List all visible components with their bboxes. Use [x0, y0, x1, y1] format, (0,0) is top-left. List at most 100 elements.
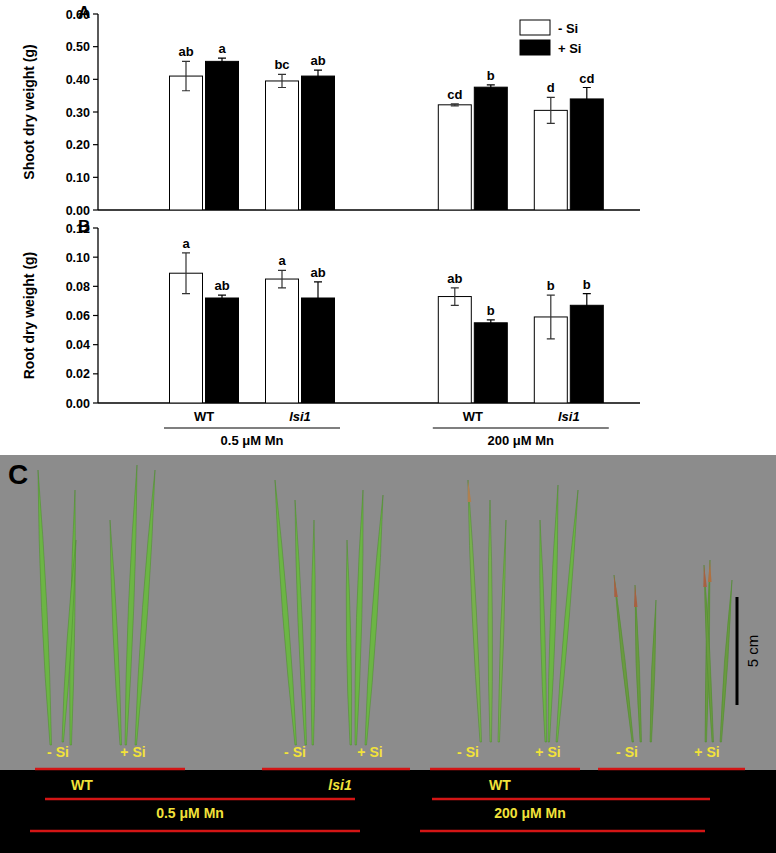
bar: [570, 305, 603, 403]
y-tick: [93, 257, 98, 258]
significance-letter: b: [547, 278, 555, 293]
scale-bar: [736, 597, 739, 705]
y-tick-label: 0.02: [66, 367, 90, 381]
bar: [206, 298, 239, 403]
y-tick: [93, 177, 98, 178]
bar: [474, 323, 507, 403]
leaf: [38, 470, 52, 745]
sample-label: + Si: [535, 744, 560, 760]
leaf: [468, 480, 482, 742]
error-bar: [314, 70, 322, 82]
legend-swatch: [520, 20, 550, 35]
y-tick-label: 0.10: [66, 251, 90, 265]
sample-label: + Si: [357, 744, 382, 760]
leaf: [540, 520, 547, 742]
significance-letter: cd: [447, 87, 462, 102]
bar: [302, 76, 335, 210]
y-axis-label: Root dry weight (g): [21, 252, 37, 380]
sample-label: + Si: [694, 744, 719, 760]
group-label: 0.5 μM Mn: [221, 433, 284, 448]
scale-bar-label: 5 cm: [744, 635, 761, 668]
error-bar: [218, 295, 226, 301]
error-bar: [182, 253, 190, 294]
significance-letter: a: [218, 41, 226, 56]
genotype-label: lsi1: [328, 777, 352, 793]
group-line: [433, 427, 609, 428]
significance-letter: ab: [214, 278, 229, 293]
leaf: [635, 585, 642, 742]
error-bar: [451, 288, 459, 306]
y-tick: [93, 79, 98, 80]
legend-label: - Si: [558, 21, 578, 36]
significance-letter: ab: [310, 265, 325, 280]
error-bar: [278, 74, 286, 87]
error-bar: [547, 97, 555, 123]
panel-label: C: [8, 459, 28, 490]
significance-letter: d: [547, 80, 555, 95]
y-tick-label: 0.08: [66, 280, 90, 294]
significance-letter: cd: [579, 71, 594, 86]
leaf-tip: [614, 575, 618, 597]
error-bar: [547, 295, 555, 339]
mn-line: [30, 830, 360, 833]
x-tick-label: WT: [194, 409, 214, 424]
error-bar: [583, 294, 591, 317]
leaf: [548, 485, 558, 742]
genotype-label: WT: [71, 777, 93, 793]
bar: [534, 110, 567, 210]
leaf-tip: [468, 480, 472, 502]
marks: [170, 253, 604, 403]
y-tick-label: 0.60: [66, 8, 90, 22]
y-tick-label: 0.30: [66, 106, 90, 120]
bar: [266, 279, 299, 403]
error-bar: [583, 88, 591, 111]
sample-label: - Si: [616, 744, 638, 760]
y-tick: [93, 402, 98, 403]
genotype-label: WT: [489, 777, 511, 793]
x-tick-label: WT: [463, 409, 483, 424]
bar: [570, 99, 603, 210]
bar: [170, 76, 203, 210]
x-tick-label: lsi1: [289, 409, 311, 424]
significance-letter: b: [583, 277, 591, 292]
y-tick: [93, 344, 98, 345]
leaf: [355, 490, 363, 745]
pair-line: [430, 768, 580, 771]
marks: [170, 58, 604, 210]
error-bar: [314, 282, 322, 314]
significance-letter: ab: [178, 44, 193, 59]
error-bar: [451, 104, 459, 106]
significance-letter: a: [182, 236, 190, 251]
legend-label: + Si: [558, 41, 582, 56]
y-tick-label: 0.20: [66, 138, 90, 152]
label-strip: [0, 770, 776, 853]
mn-line: [420, 830, 705, 833]
leaf: [488, 500, 492, 742]
leaf: [295, 500, 307, 745]
sample-label: + Si: [120, 744, 145, 760]
sample-label: - Si: [284, 744, 306, 760]
y-tick-label: 0.40: [66, 73, 90, 87]
leaf: [704, 565, 714, 742]
y-tick: [93, 13, 98, 14]
genotype-line: [45, 798, 355, 801]
bar: [438, 297, 471, 403]
significance-letter: a: [278, 253, 286, 268]
y-tick: [93, 227, 98, 228]
significance-letter: bc: [274, 57, 289, 72]
group-line: [164, 427, 340, 428]
legend-swatch: [520, 40, 550, 55]
y-tick: [93, 111, 98, 112]
y-tick: [93, 209, 98, 210]
y-tick: [93, 373, 98, 374]
mn-label: 200 μM Mn: [494, 805, 566, 821]
y-axis-label: Shoot dry weight (g): [21, 44, 37, 179]
figure: AShoot dry weight (g)0.000.100.200.300.4…: [0, 0, 776, 853]
y-tick-label: 0.10: [66, 171, 90, 185]
y-tick-label: 0.50: [66, 40, 90, 54]
y-tick-label: 0.00: [66, 397, 90, 411]
bar: [266, 81, 299, 210]
significance-letter: ab: [310, 53, 325, 68]
leaf: [135, 470, 155, 745]
bar: [474, 87, 507, 210]
